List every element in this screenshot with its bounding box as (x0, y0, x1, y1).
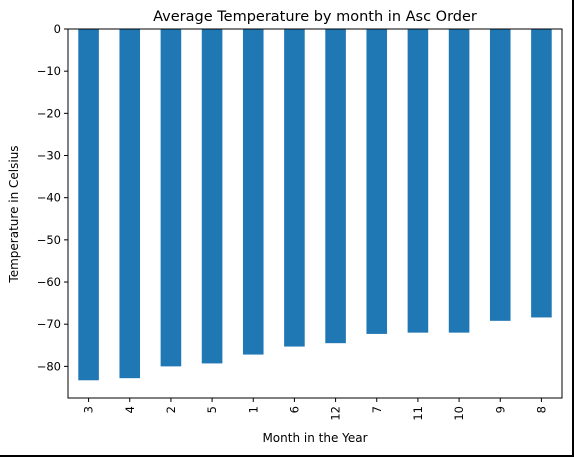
bar-month-6 (284, 29, 305, 347)
x-tick-label: 11 (411, 406, 425, 421)
x-tick-label: 3 (82, 406, 96, 413)
bar-month-5 (201, 29, 223, 364)
bar-month-12 (325, 29, 346, 344)
y-tick-label: −20 (37, 106, 61, 120)
bar-month-9 (489, 29, 511, 321)
y-tick-label: −30 (37, 149, 61, 163)
x-tick-label: 1 (246, 406, 260, 413)
x-tick-label: 5 (205, 406, 219, 413)
chart-title: Average Temperature by month in Asc Orde… (153, 9, 477, 25)
y-tick-label: −70 (37, 317, 61, 331)
y-tick-label: −60 (37, 275, 61, 289)
x-axis-label: Month in the Year (262, 431, 367, 445)
bar-month-3 (78, 29, 99, 381)
plot-frame (67, 28, 563, 399)
plot-area: 0 −10 −20 −30 −40 −50 −60 −70 −80 3 4 2 5 1 6 12 7 11 10 9 8 (37, 22, 563, 421)
y-tick-label: 0 (54, 22, 61, 36)
y-tick-label: −10 (37, 64, 61, 78)
x-tick-label: 8 (534, 406, 548, 413)
bar-month-4 (119, 29, 141, 379)
bar-month-1 (242, 29, 264, 355)
x-tick-label: 9 (493, 406, 507, 413)
x-tick-label: 4 (123, 406, 137, 413)
bar-month-10 (448, 29, 470, 333)
x-tick-label: 12 (329, 406, 343, 421)
y-tick-label: −80 (37, 359, 61, 373)
bar-month-11 (407, 29, 429, 333)
x-tick-label: 10 (452, 406, 466, 421)
x-tick-label: 6 (287, 406, 301, 413)
x-tick-label: 2 (164, 406, 178, 413)
y-tick-label: −50 (37, 233, 61, 247)
bar-month-2 (160, 29, 182, 367)
bar-month-7 (366, 29, 388, 334)
bar-month-8 (531, 29, 552, 318)
y-tick-label: −40 (37, 191, 61, 205)
x-tick-label: 7 (370, 406, 384, 413)
y-axis-label: Temperature in Celsius (7, 145, 21, 283)
